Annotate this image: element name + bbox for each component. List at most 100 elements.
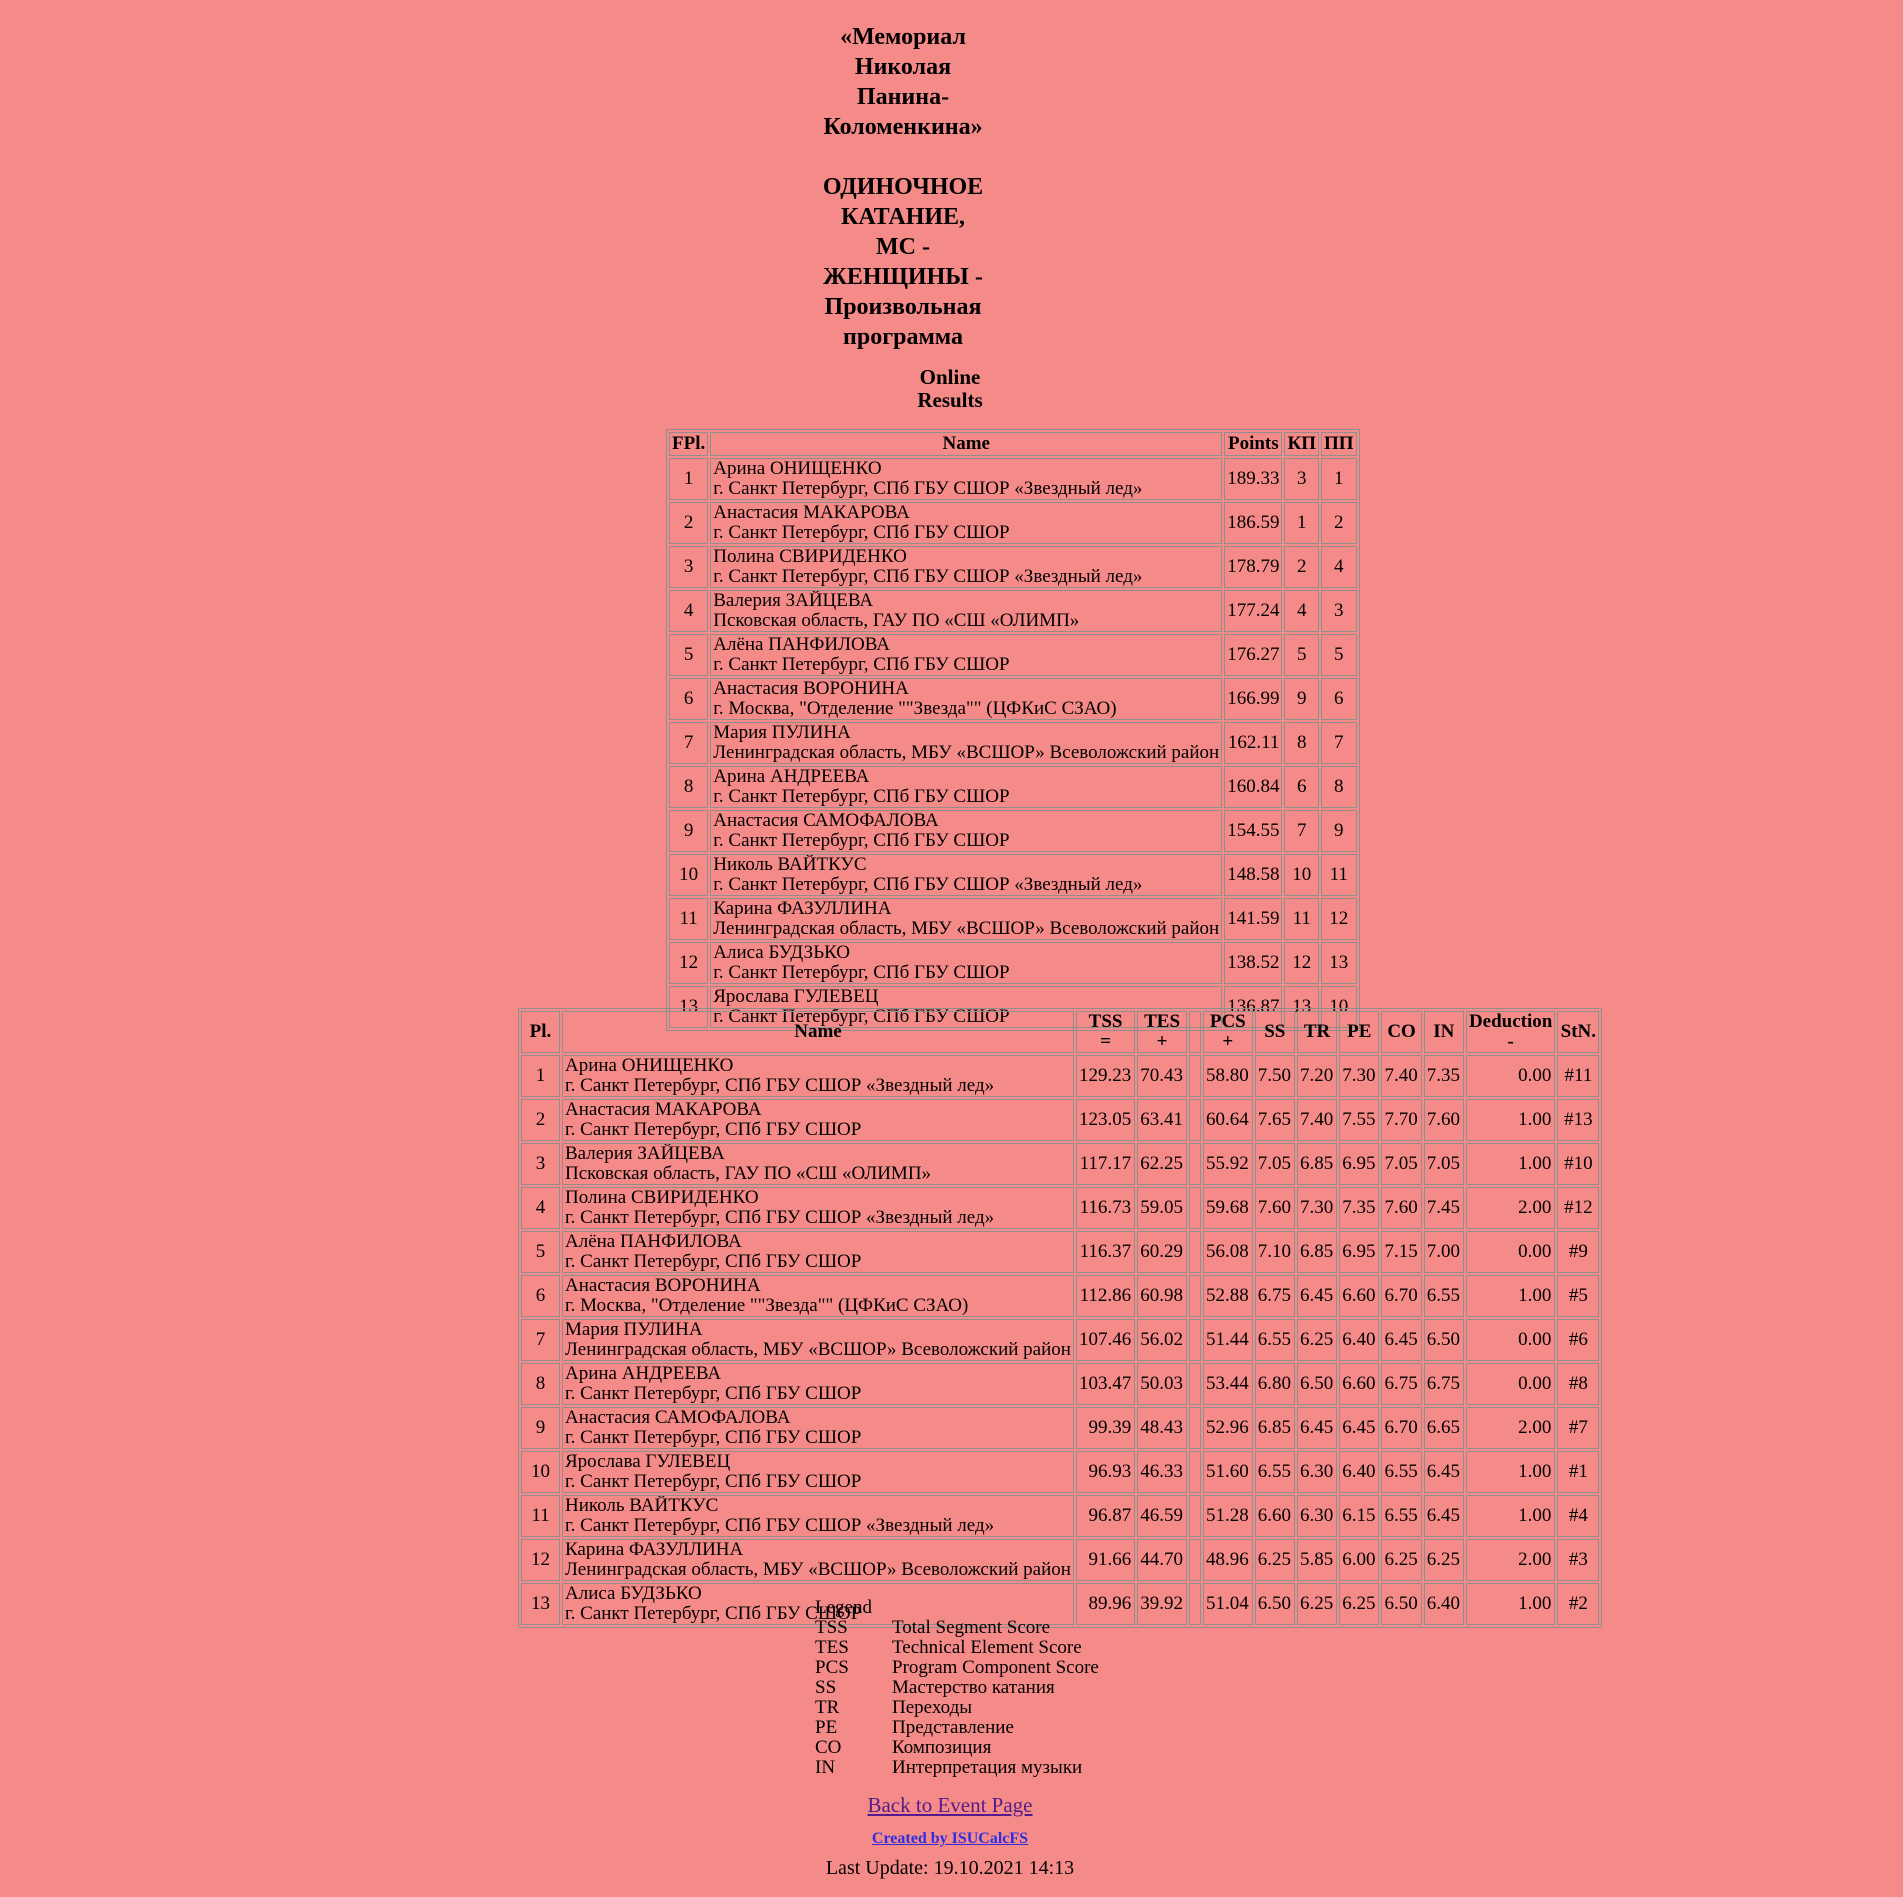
skater-name: Алиса БУДЗЬКО (565, 1584, 702, 1604)
ss-cell: 6.75 (1254, 1275, 1295, 1317)
table-row: 4 Полина СВИРИДЕНКО г. Санкт Петербург, … (521, 1187, 1600, 1229)
legend-abbr: PE (815, 1717, 838, 1738)
skater-club: Ленинградская область, МБУ «ВСШОР» Всево… (565, 1340, 1071, 1360)
points-cell: 177.24 (1224, 590, 1283, 632)
col-header-kp: КП (1284, 432, 1319, 456)
spacer-cell (1188, 1495, 1201, 1537)
in-cell: 6.40 (1423, 1583, 1464, 1625)
tes-cell: 62.25 (1137, 1143, 1187, 1185)
results-summary-table: FPl. Name Points КП ПП 1 Арина ОНИЩЕНКО … (666, 429, 1360, 1031)
kp-cell: 4 (1284, 590, 1319, 632)
points-cell: 148.58 (1224, 854, 1283, 896)
name-cell: Алиса БУДЗЬКО г. Санкт Петербург, СПб ГБ… (710, 942, 1223, 984)
ss-cell: 7.50 (1254, 1055, 1295, 1097)
points-cell: 141.59 (1224, 898, 1283, 940)
pp-cell: 4 (1321, 546, 1357, 588)
pe-cell: 6.45 (1339, 1407, 1380, 1449)
category-title-line: ОДИНОЧНОЕ (822, 174, 984, 200)
online-results-heading: Online Results (800, 366, 1100, 412)
pcs-cell: 59.68 (1202, 1187, 1253, 1229)
kp-cell: 11 (1284, 898, 1319, 940)
points-cell: 189.33 (1224, 458, 1283, 500)
in-cell: 6.25 (1423, 1539, 1464, 1581)
points-cell: 186.59 (1224, 502, 1283, 544)
pl-cell: 4 (521, 1187, 560, 1229)
stn-cell: #1 (1557, 1451, 1600, 1493)
name-cell: Алиса БУДЗЬКО г. Санкт Петербург, СПб ГБ… (562, 1583, 1074, 1625)
pe-cell: 6.60 (1339, 1363, 1380, 1405)
pcs-cell: 48.96 (1202, 1539, 1253, 1581)
tes-cell: 56.02 (1137, 1319, 1187, 1361)
fpl-cell: 10 (669, 854, 709, 896)
legend-abbr: TR (815, 1697, 840, 1718)
name-cell: Алёна ПАНФИЛОВА г. Санкт Петербург, СПб … (562, 1231, 1074, 1273)
skater-name: Анастасия САМОФАЛОВА (713, 811, 939, 831)
skater-name: Алёна ПАНФИЛОВА (565, 1232, 742, 1252)
tr-cell: 6.85 (1296, 1231, 1338, 1273)
skater-club: г. Санкт Петербург, СПб ГБУ СШОР «Звездн… (565, 1076, 995, 1096)
tss-cell: 123.05 (1075, 1099, 1136, 1141)
pcs-cell: 51.44 (1202, 1319, 1253, 1361)
created-by-link[interactable]: Created by ISUCalcFS (871, 1830, 1029, 1847)
ss-cell: 7.05 (1254, 1143, 1295, 1185)
pp-cell: 5 (1321, 634, 1357, 676)
pp-cell: 2 (1321, 502, 1357, 544)
pe-cell: 6.00 (1339, 1539, 1380, 1581)
skater-club: г. Москва, "Отделение ""Звезда"" (ЦФКиС … (565, 1296, 969, 1316)
ss-cell: 6.80 (1254, 1363, 1295, 1405)
ss-cell: 6.25 (1254, 1539, 1295, 1581)
co-cell: 6.70 (1381, 1407, 1422, 1449)
col-header-ss: SS (1254, 1011, 1295, 1053)
back-to-event-link[interactable]: Back to Event Page (867, 1793, 1033, 1817)
name-cell: Алёна ПАНФИЛОВА г. Санкт Петербург, СПб … (710, 634, 1223, 676)
skater-name: Арина ОНИЩЕНКО (565, 1056, 734, 1076)
name-cell: Николь ВАЙТКУС г. Санкт Петербург, СПб Г… (562, 1495, 1074, 1537)
skater-name: Арина ОНИЩЕНКО (713, 459, 882, 479)
tes-cell: 39.92 (1137, 1583, 1187, 1625)
col-header-name: Name (562, 1011, 1074, 1053)
in-cell: 6.65 (1423, 1407, 1464, 1449)
spacer-column-header (1188, 1011, 1201, 1053)
col-header-pl: Pl. (521, 1011, 560, 1053)
kp-cell: 7 (1284, 810, 1319, 852)
pcs-cell: 55.92 (1202, 1143, 1253, 1185)
table-row: 6 Анастасия ВОРОНИНА г. Москва, "Отделен… (669, 678, 1357, 720)
legend-desc: Мастерство катания (892, 1677, 1055, 1698)
points-cell: 178.79 (1224, 546, 1283, 588)
skater-club: г. Санкт Петербург, СПб ГБУ СШОР (713, 963, 1010, 983)
deduction-cell: 1.00 (1465, 1143, 1556, 1185)
kp-cell: 12 (1284, 942, 1319, 984)
pl-cell: 13 (521, 1583, 560, 1625)
skater-club: г. Санкт Петербург, СПб ГБУ СШОР (713, 655, 1010, 675)
co-cell: 6.70 (1381, 1275, 1422, 1317)
skater-club: Ленинградская область, МБУ «ВСШОР» Всево… (713, 743, 1220, 763)
kp-cell: 6 (1284, 766, 1319, 808)
skater-club: г. Санкт Петербург, СПб ГБУ СШОР (565, 1384, 862, 1404)
name-cell: Полина СВИРИДЕНКО г. Санкт Петербург, СП… (562, 1187, 1074, 1229)
fpl-cell: 12 (669, 942, 709, 984)
name-cell: Арина АНДРЕЕВА г. Санкт Петербург, СПб Г… (710, 766, 1223, 808)
ss-cell: 7.60 (1254, 1187, 1295, 1229)
category-title-line: ЖЕНЩИНЫ - (823, 264, 983, 290)
co-cell: 7.40 (1381, 1055, 1422, 1097)
skater-name: Ярослава ГУЛЕВЕЦ (565, 1452, 731, 1472)
pe-cell: 7.35 (1339, 1187, 1380, 1229)
skater-club: г. Санкт Петербург, СПб ГБУ СШОР «Звездн… (565, 1516, 995, 1536)
name-cell: Карина ФАЗУЛЛИНА Ленинградская область, … (562, 1539, 1074, 1581)
co-cell: 7.70 (1381, 1099, 1422, 1141)
tss-cell: 103.47 (1075, 1363, 1136, 1405)
skater-club: г. Москва, "Отделение ""Звезда"" (ЦФКиС … (713, 699, 1117, 719)
pl-cell: 5 (521, 1231, 560, 1273)
category-title-line: программа (843, 324, 963, 350)
pe-cell: 6.40 (1339, 1319, 1380, 1361)
pp-cell: 8 (1321, 766, 1357, 808)
tes-cell: 60.98 (1137, 1275, 1187, 1317)
online-results-line: Online (919, 365, 981, 389)
co-cell: 6.25 (1381, 1539, 1422, 1581)
in-cell: 7.60 (1423, 1099, 1464, 1141)
stn-cell: #13 (1557, 1099, 1600, 1141)
stn-cell: #11 (1557, 1055, 1600, 1097)
table-row: 2 Анастасия МАКАРОВА г. Санкт Петербург,… (521, 1099, 1600, 1141)
page-title: «Мемориал Николая Панина- Коломенкина» О… (753, 22, 1053, 352)
spacer-cell (1188, 1451, 1201, 1493)
